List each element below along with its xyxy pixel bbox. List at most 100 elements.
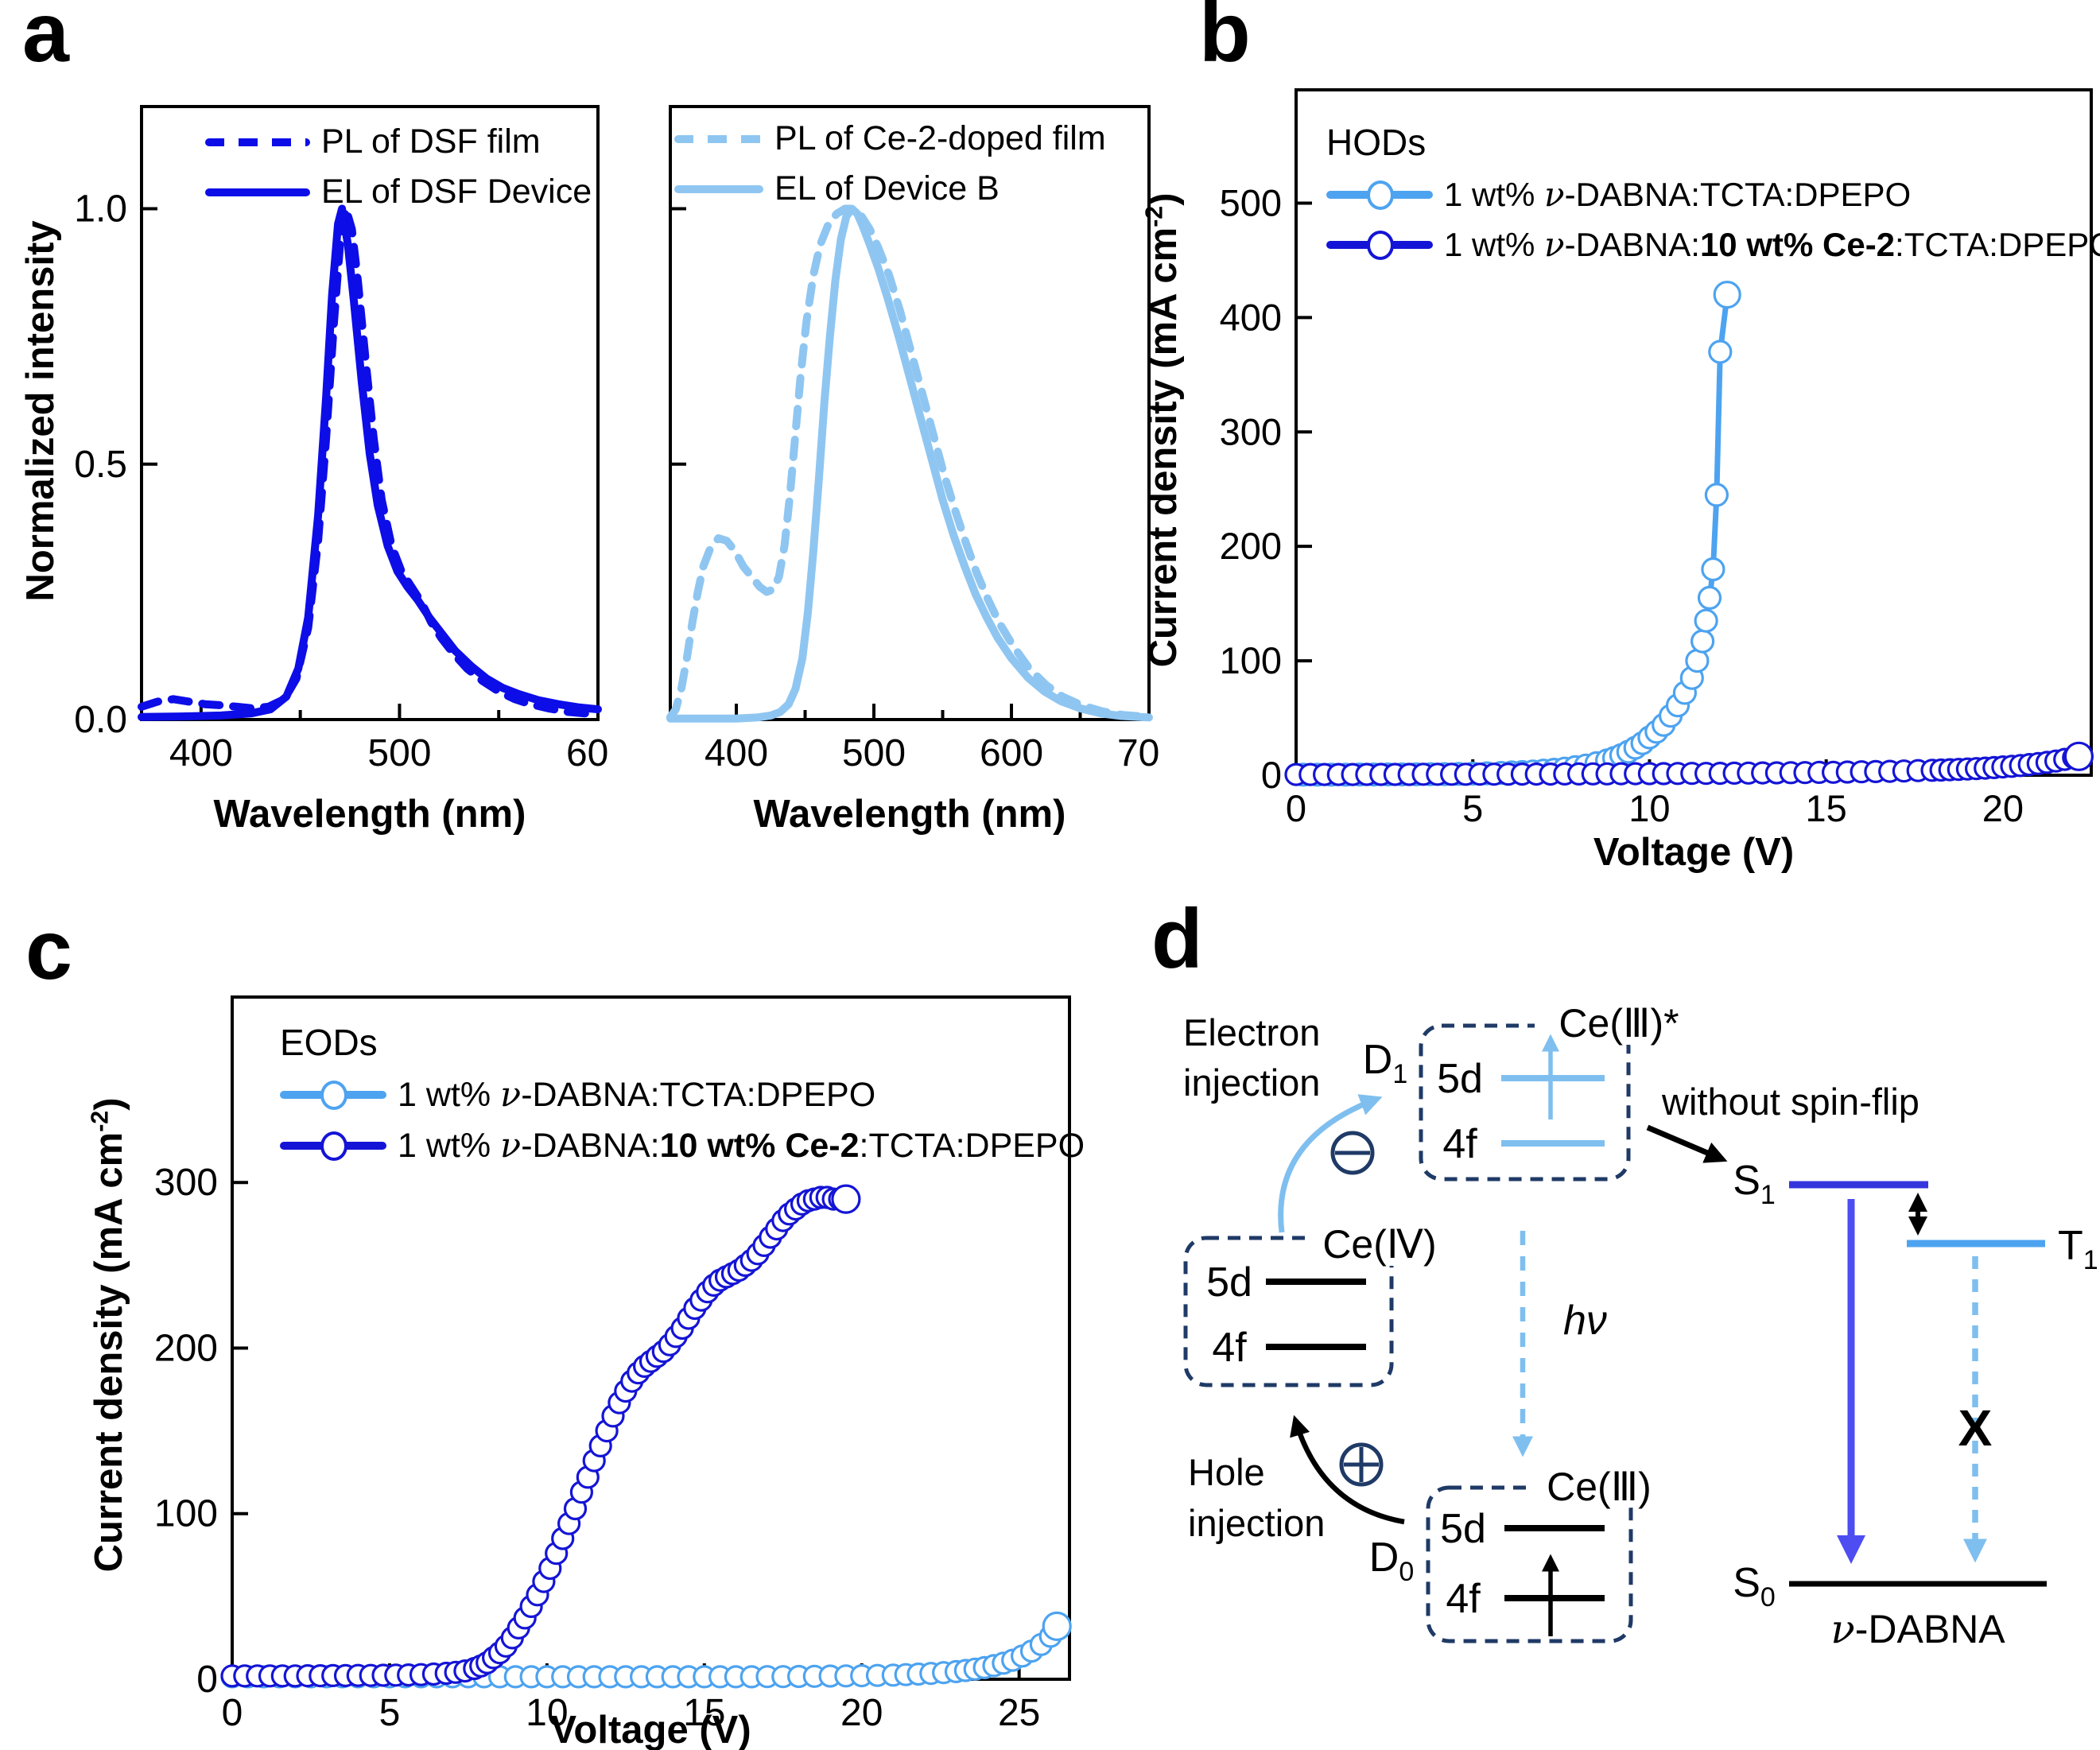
- line-circle-sample: [1326, 230, 1433, 260]
- v-dabna-label: ν-DABNA: [1830, 1606, 2005, 1652]
- panel-b-title: HODs: [1326, 122, 1427, 163]
- svg-text:10: 10: [1628, 787, 1670, 829]
- legend-item: PL of DSF film: [205, 122, 592, 161]
- line-circle-sample: [280, 1131, 386, 1161]
- legend-label: 1 wt% ν-DABNA:TCTA:DPEPO: [1444, 175, 1912, 214]
- panel-a-left-legend: PL of DSF film EL of DSF Device: [205, 111, 592, 211]
- svg-text:300: 300: [1220, 410, 1282, 452]
- panel-a-y-axis-title: Normalized intensity: [19, 220, 63, 602]
- svg-text:15: 15: [683, 1692, 725, 1734]
- legend-label: 1 wt% ν-DABNA:10 wt% Ce-2:TCTA:DPEPO: [398, 1126, 1085, 1166]
- s0-state-label: S0: [1733, 1560, 1776, 1612]
- dashed-line-sample: [205, 138, 310, 146]
- legend-label: EL of Device B: [774, 169, 1000, 208]
- svg-text:0: 0: [1286, 787, 1306, 829]
- svg-text:400: 400: [705, 732, 768, 774]
- legend-label: PL of DSF film: [321, 122, 541, 161]
- dsf-spectra-plot: 400 500 600 0.0 0.5 1.0: [18, 97, 607, 805]
- legend-label: 1 wt% ν-DABNA:TCTA:DPEPO: [398, 1075, 876, 1115]
- panel-a-right-x-axis-title: Wavelength (nm): [753, 793, 1066, 836]
- 5d-level-label: 5d: [1437, 1056, 1483, 1102]
- svg-text:400: 400: [169, 732, 233, 774]
- svg-text:200: 200: [1220, 525, 1282, 567]
- plus-charge-icon: [1339, 1442, 1384, 1487]
- current-density-label-pre: Current density (mA cm: [87, 1131, 131, 1573]
- electron-injection-arrow: [1278, 1094, 1383, 1233]
- svg-text:0.5: 0.5: [74, 444, 127, 486]
- svg-text:300: 300: [154, 1162, 218, 1204]
- label-background: [1527, 1471, 1671, 1507]
- svg-text:20: 20: [840, 1692, 883, 1734]
- circle-marker-sample: [1367, 230, 1394, 260]
- 4f-level-label: 4f: [1446, 1576, 1481, 1622]
- electron-injection-label-line2: injection: [1183, 1061, 1320, 1104]
- panel-a-right-legend: PL of Ce-2-doped film EL of Device B: [674, 108, 1106, 208]
- svg-text:25: 25: [998, 1692, 1040, 1734]
- legend-item: 1 wt% ν-DABNA:TCTA:DPEPO: [1326, 175, 2100, 214]
- current-density-label-pre: Current density (mA cm: [1142, 227, 1186, 668]
- without-spin-flip-label: without spin-flip: [1661, 1081, 1920, 1123]
- 4f-level-label: 4f: [1212, 1325, 1247, 1371]
- legend-item: PL of Ce-2-doped film: [674, 119, 1106, 158]
- svg-text:700: 700: [1117, 732, 1160, 774]
- d0-state-label: D0: [1369, 1535, 1414, 1587]
- svg-text:0.0: 0.0: [74, 699, 127, 741]
- ce3-ground-state-box: [1426, 1485, 1633, 1643]
- svg-text:15: 15: [1806, 787, 1847, 829]
- current-density-label-sup: -2: [86, 1110, 114, 1132]
- ce3-excited-label: Ce(Ⅲ)*: [1559, 1001, 1679, 1046]
- circle-marker-sample: [1367, 180, 1394, 210]
- label-background: [1535, 1007, 1703, 1045]
- line-circle-sample: [1326, 180, 1433, 210]
- svg-text:5: 5: [379, 1692, 401, 1734]
- panel-b-y-axis-title: Current density (mA cm-2): [1140, 112, 1186, 748]
- minus-charge-icon: [1330, 1131, 1375, 1175]
- 5d-level-label: 5d: [1206, 1259, 1252, 1306]
- svg-text:500: 500: [842, 732, 906, 774]
- panel-a-letter: a: [22, 0, 69, 80]
- svg-text:1.0: 1.0: [74, 188, 127, 231]
- svg-text:5: 5: [1462, 787, 1483, 829]
- hod-jv-plot: 0 5 10 15 20 0 100 200 300 400 500: [1165, 80, 2100, 858]
- legend-label: 1 wt% ν-DABNA:10 wt% Ce-2:TCTA:DPEPO: [1444, 225, 2100, 264]
- dashed-line-sample: [674, 134, 763, 143]
- panel-b-letter: b: [1199, 0, 1251, 80]
- ce3-label: Ce(Ⅲ): [1547, 1465, 1652, 1509]
- circle-marker-sample: [320, 1131, 347, 1161]
- hole-injection-label-line1: Hole: [1188, 1451, 1265, 1493]
- label-background: [1310, 1229, 1449, 1266]
- svg-text:500: 500: [1220, 181, 1282, 223]
- t1-state-label: T1: [2058, 1223, 2098, 1275]
- 4f-level-label: 4f: [1442, 1121, 1477, 1167]
- svg-text:0: 0: [222, 1692, 243, 1734]
- eod-jv-plot: 0 5 10 15 20 25 0 100 200 300: [101, 988, 1082, 1750]
- svg-text:500: 500: [367, 732, 431, 774]
- svg-text:100: 100: [1220, 639, 1282, 681]
- ce4-label: Ce(Ⅳ): [1322, 1222, 1436, 1267]
- panel-b-legend: HODs 1 wt% ν-DABNA:TCTA:DPEPO 1 wt% ν-DA…: [1326, 121, 2100, 264]
- hole-injection-label-line2: injection: [1188, 1502, 1325, 1544]
- panel-a-left-x-axis-title: Wavelength (nm): [213, 793, 526, 836]
- solid-line-sample: [205, 188, 310, 196]
- svg-text:200: 200: [154, 1327, 218, 1369]
- panel-d-letter: d: [1151, 892, 1203, 986]
- panel-b-x-axis-title: Voltage (V): [1593, 831, 1795, 874]
- hv-photon-label: hν: [1563, 1298, 1607, 1344]
- s1-state-label: S1: [1733, 1158, 1776, 1210]
- legend-label: EL of DSF Device: [321, 173, 592, 211]
- svg-text:100: 100: [154, 1493, 218, 1535]
- d1-state-label: D1: [1363, 1037, 1407, 1089]
- panel-c-x-axis-title: Voltage (V): [550, 1709, 751, 1750]
- legend-item: 1 wt% ν-DABNA:10 wt% Ce-2:TCTA:DPEPO: [1326, 225, 2100, 264]
- svg-text:400: 400: [1220, 296, 1282, 338]
- x-mark: X: [1958, 1399, 1993, 1457]
- panel-c-legend: EODs 1 wt% ν-DABNA:TCTA:DPEPO 1 wt% ν-DA…: [280, 1021, 1085, 1166]
- 5d-level-label: 5d: [1440, 1506, 1486, 1552]
- solid-line-sample: [674, 184, 763, 193]
- legend-item: EL of Device B: [674, 169, 1106, 208]
- svg-text:0: 0: [196, 1659, 218, 1701]
- ce-energy-diagram: Electron injection D1 Ce(Ⅲ)* 5d 4f Ce(Ⅳ)…: [1183, 1001, 2098, 1652]
- svg-text:10: 10: [526, 1692, 568, 1734]
- current-density-label-sup: -2: [1140, 205, 1168, 227]
